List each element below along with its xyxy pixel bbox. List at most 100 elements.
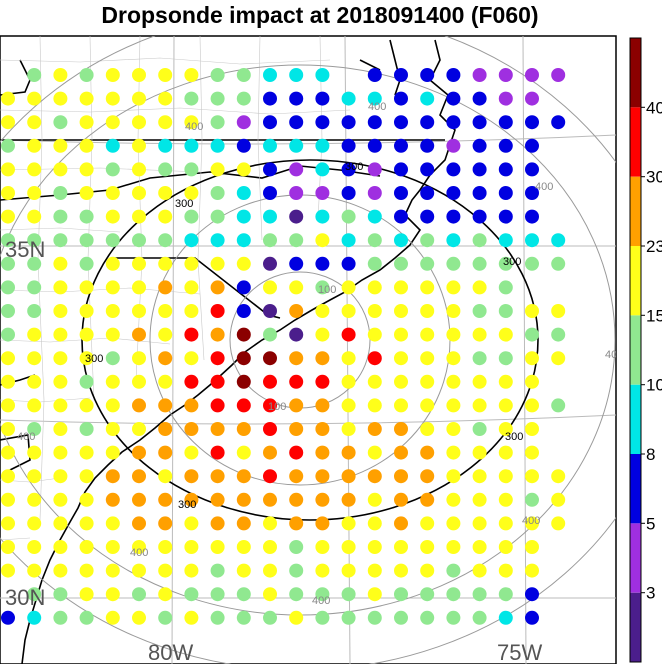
impact-dot — [27, 280, 42, 295]
impact-dot — [525, 422, 539, 436]
impact-dot — [27, 256, 42, 271]
impact-dot — [498, 115, 513, 130]
impact-dot — [367, 587, 382, 602]
ring-label-100-s: 100 — [268, 401, 286, 413]
impact-dot — [27, 587, 42, 602]
impact-dot — [105, 374, 120, 389]
impact-dot — [498, 138, 513, 153]
impact-dot — [53, 162, 68, 177]
impact-dot — [367, 563, 382, 578]
impact-dot — [289, 469, 304, 484]
impact-dot — [472, 563, 487, 578]
impact-dot — [341, 162, 356, 177]
impact-dot — [498, 374, 513, 389]
impact-dot — [132, 209, 146, 224]
impact-dot — [1, 162, 15, 177]
impact-dot — [394, 516, 408, 531]
impact-dot — [289, 563, 304, 578]
impact-dot — [367, 610, 382, 625]
impact-dot — [1, 138, 15, 153]
impact-dot — [27, 138, 42, 153]
impact-dot — [158, 610, 173, 625]
colorbar-label: 15 — [646, 306, 662, 325]
impact-dot — [341, 186, 356, 200]
impact-dot — [53, 351, 68, 366]
impact-dot — [367, 422, 382, 436]
impact-dot — [53, 209, 68, 224]
impact-dot — [236, 138, 251, 153]
impact-dot — [210, 492, 225, 507]
impact-dot — [367, 186, 382, 200]
impact-dot — [236, 68, 251, 82]
impact-dot — [79, 256, 94, 271]
impact-dot — [158, 492, 173, 507]
impact-dot — [105, 186, 120, 200]
impact-dot — [79, 374, 94, 389]
impact-dot — [236, 186, 251, 200]
impact-dot — [210, 351, 225, 366]
impact-dot — [27, 91, 42, 106]
impact-dot — [105, 327, 120, 342]
impact-dot — [105, 587, 120, 602]
impact-dot — [184, 469, 199, 484]
impact-dot — [1, 422, 15, 436]
impact-dot — [367, 398, 382, 413]
impact-dot — [263, 304, 277, 318]
impact-dot — [105, 280, 120, 295]
impact-dot — [289, 492, 304, 507]
colorbar-label: 23 — [646, 237, 662, 256]
impact-dot — [79, 469, 94, 484]
impact-dot — [525, 445, 539, 460]
impact-dot — [472, 492, 487, 507]
impact-dot — [53, 91, 68, 106]
impact-dot — [525, 492, 539, 507]
impact-dot — [498, 91, 513, 106]
impact-dot — [446, 351, 461, 366]
impact-dot — [498, 445, 513, 460]
impact-dot — [1, 115, 15, 130]
impact-dot — [1, 91, 15, 106]
colorbar-label: 40 — [646, 98, 662, 117]
impact-dot — [79, 162, 94, 177]
impact-dot — [367, 540, 382, 554]
impact-dot — [79, 422, 94, 436]
impact-dot — [472, 162, 487, 177]
impact-dot — [184, 280, 199, 295]
impact-dot — [236, 280, 251, 295]
impact-dot — [210, 327, 225, 342]
ring-label-300-se: 300 — [505, 431, 523, 443]
impact-dot — [1, 256, 15, 271]
impact-dot — [210, 374, 225, 389]
impact-dot — [472, 68, 487, 82]
impact-dot — [53, 374, 68, 389]
impact-dot — [158, 587, 173, 602]
impact-dot — [1, 374, 15, 389]
impact-dot — [446, 516, 461, 531]
impact-dot — [210, 186, 225, 200]
impact-dot — [158, 398, 173, 413]
impact-dot — [210, 138, 225, 153]
impact-dot — [472, 138, 487, 153]
impact-dot — [236, 587, 251, 602]
impact-dot — [394, 209, 408, 224]
impact-dot — [498, 209, 513, 224]
impact-dot — [236, 540, 251, 554]
impact-dot — [420, 280, 435, 295]
impact-dot — [367, 351, 382, 366]
impact-dot — [394, 233, 408, 248]
impact-dot — [79, 563, 94, 578]
impact-dot — [27, 398, 42, 413]
impact-dot — [498, 327, 513, 342]
ring-label-400-e: 400 — [605, 349, 623, 361]
impact-dot — [315, 469, 330, 484]
impact-dot — [498, 304, 513, 318]
impact-dot — [289, 68, 304, 82]
impact-dot — [132, 233, 146, 248]
impact-dot — [79, 138, 94, 153]
impact-dot — [105, 138, 120, 153]
impact-dot — [105, 422, 120, 436]
impact-dot — [210, 91, 225, 106]
impact-dot — [394, 445, 408, 460]
impact-dot — [263, 610, 277, 625]
impact-dot — [446, 115, 461, 130]
